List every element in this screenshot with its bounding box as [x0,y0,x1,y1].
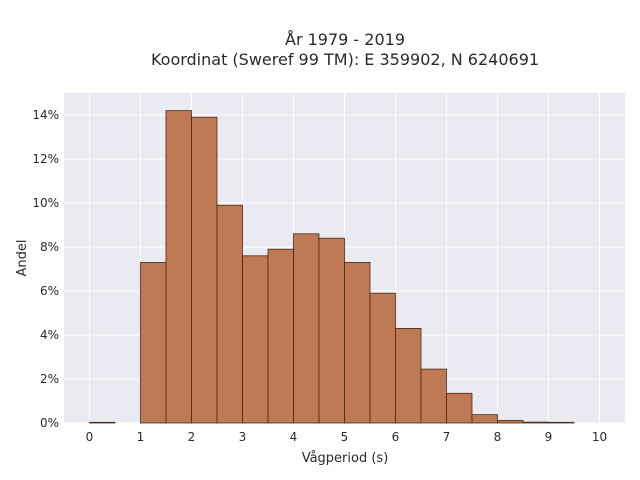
x-tick-label-5: 5 [341,430,349,444]
bar-3 [165,110,192,424]
bar-5 [216,204,243,424]
bar-13 [420,368,447,424]
x-tick-labels: 0 1 2 3 4 5 6 7 8 9 10 [86,430,607,444]
x-tick-label-7: 7 [443,430,451,444]
y-tick-label-1: 2% [40,372,59,386]
x-tick-label-2: 2 [188,430,196,444]
x-tick-label-1: 1 [137,430,145,444]
bar-18 [548,421,575,424]
y-tick-label-6: 12% [32,152,59,166]
bar-7 [267,248,294,424]
bar-0 [89,421,116,424]
y-tick-label-3: 6% [40,284,59,298]
x-tick-label-10: 10 [592,430,607,444]
x-tick-label-0: 0 [86,430,94,444]
x-tick-label-9: 9 [545,430,553,444]
y-tick-label-5: 10% [32,196,59,210]
bar-17 [522,421,549,424]
x-axis-label: Vågperiod (s) [302,451,389,466]
bar-12 [395,327,422,424]
x-tick-label-6: 6 [392,430,400,444]
bar-8 [293,233,320,424]
bar-6 [242,255,269,424]
y-tick-labels: 0% 2% 4% 6% 8% 10% 12% 14% [32,108,59,430]
bar-14 [446,392,473,424]
bar-2 [140,261,167,424]
bars [89,110,575,424]
y-tick-label-0: 0% [40,416,59,430]
chart-title-line1: År 1979 - 2019 [285,30,405,49]
bar-9 [318,237,345,424]
x-tick-label-4: 4 [290,430,298,444]
bar-11 [369,292,396,424]
bar-15 [471,414,498,424]
chart-title-line2: Koordinat (Sweref 99 TM): E 359902, N 62… [151,50,539,69]
bar-10 [344,261,371,424]
x-tick-label-8: 8 [494,430,502,444]
bar-16 [497,419,524,424]
y-tick-label-7: 14% [32,108,59,122]
y-tick-label-4: 8% [40,240,59,254]
x-tick-label-3: 3 [239,430,247,444]
y-tick-label-2: 4% [40,328,59,342]
bar-4 [191,116,218,424]
y-axis-label: Andel [15,240,30,277]
